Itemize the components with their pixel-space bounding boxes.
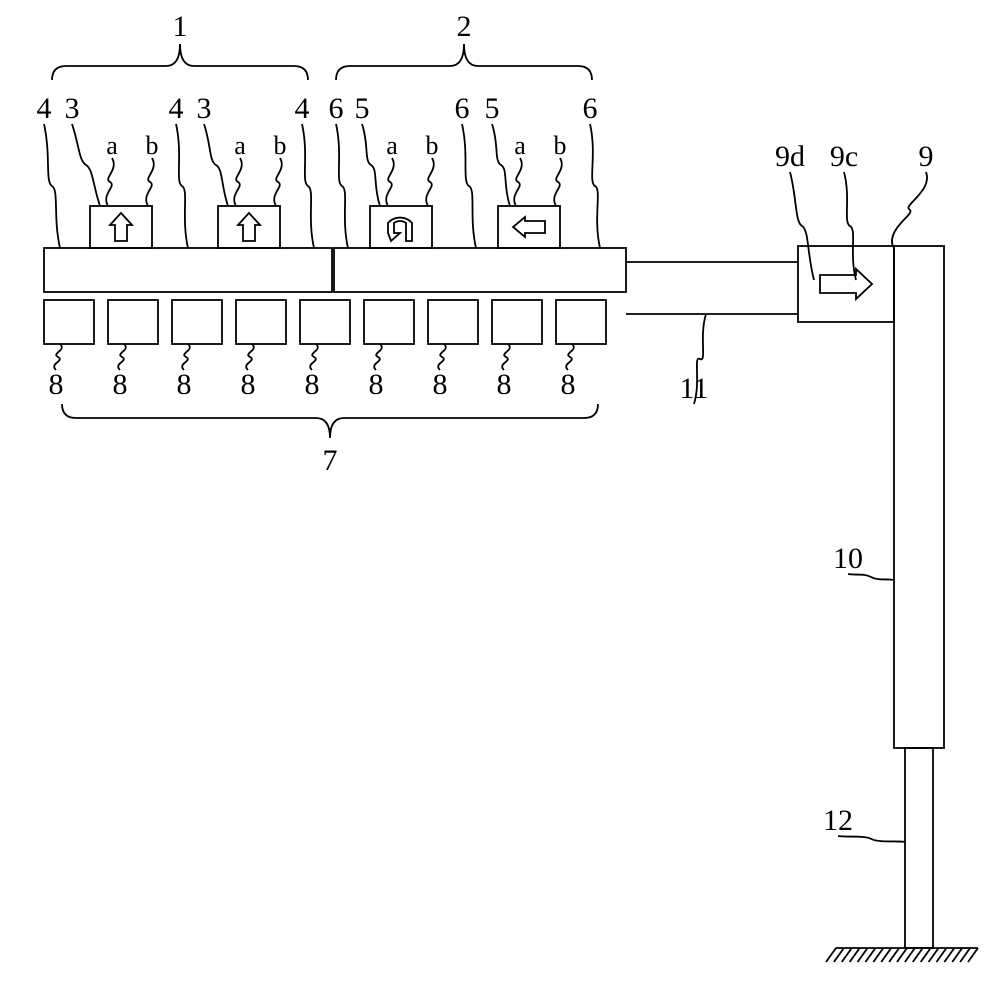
hbar-2 (334, 248, 626, 292)
ab-label-1: b (146, 131, 159, 206)
callout-4-2: 4 (169, 92, 189, 248)
svg-text:10: 10 (833, 542, 863, 575)
label-8-8: 8 (561, 344, 576, 401)
svg-text:8: 8 (369, 368, 384, 401)
svg-text:3: 3 (197, 92, 212, 125)
svg-text:a: a (514, 131, 526, 160)
svg-text:12: 12 (823, 804, 853, 837)
svg-text:b: b (554, 131, 567, 160)
bottom-box-7 (492, 300, 542, 344)
svg-text:4: 4 (37, 92, 52, 125)
svg-text:9d: 9d (775, 140, 805, 173)
ab-label-7: b (554, 131, 567, 206)
svg-text:a: a (106, 131, 118, 160)
bottom-box-6 (428, 300, 478, 344)
label-12: 12 (823, 804, 905, 842)
svg-text:8: 8 (561, 368, 576, 401)
svg-text:6: 6 (329, 92, 344, 125)
callout-3-3: 3 (197, 92, 229, 206)
bottom-box-1 (108, 300, 158, 344)
pole-lower (905, 748, 933, 948)
bottom-box-8 (556, 300, 606, 344)
svg-text:6: 6 (583, 92, 598, 125)
svg-text:a: a (386, 131, 398, 160)
svg-text:5: 5 (485, 92, 500, 125)
ab-label-6: a (514, 131, 526, 206)
label-9: 9 (892, 140, 934, 247)
svg-text:1: 1 (173, 10, 188, 43)
callout-5-6: 5 (355, 92, 381, 206)
label-8-1: 8 (113, 344, 128, 401)
svg-text:4: 4 (169, 92, 184, 125)
callout-6-7: 6 (455, 92, 477, 248)
ab-label-5: b (426, 131, 439, 206)
svg-text:11: 11 (680, 372, 709, 405)
ab-label-2: a (234, 131, 246, 206)
label-8-2: 8 (177, 344, 192, 401)
svg-text:4: 4 (295, 92, 310, 125)
svg-text:8: 8 (433, 368, 448, 401)
ab-label-0: a (106, 131, 118, 206)
label-8-5: 8 (369, 344, 384, 401)
svg-text:9: 9 (919, 140, 934, 173)
ab-label-4: a (386, 131, 398, 206)
label-11: 11 (680, 314, 709, 405)
callout-4-0: 4 (37, 92, 61, 248)
svg-text:7: 7 (323, 444, 338, 477)
label-9c: 9c (830, 140, 858, 280)
signal-box-1 (218, 206, 280, 248)
label-8-7: 8 (497, 344, 512, 401)
callout-4-4: 4 (295, 92, 315, 248)
signal-box-2 (370, 206, 432, 248)
svg-text:8: 8 (49, 368, 64, 401)
bottom-box-3 (236, 300, 286, 344)
bottom-box-0 (44, 300, 94, 344)
svg-text:b: b (146, 131, 159, 160)
box-9 (798, 246, 894, 322)
label-8-3: 8 (241, 344, 256, 401)
hbar-1 (44, 248, 332, 292)
label-9d: 9d (775, 140, 814, 280)
svg-text:5: 5 (355, 92, 370, 125)
svg-text:b: b (426, 131, 439, 160)
svg-text:8: 8 (305, 368, 320, 401)
svg-text:6: 6 (455, 92, 470, 125)
signal-box-3 (498, 206, 560, 248)
label-8-4: 8 (305, 344, 320, 401)
callout-5-8: 5 (485, 92, 511, 206)
callout-3-1: 3 (65, 92, 101, 206)
signal-box-0 (90, 206, 152, 248)
label-8-0: 8 (49, 344, 64, 401)
svg-text:9c: 9c (830, 140, 858, 173)
callout-6-9: 6 (583, 92, 601, 248)
svg-text:8: 8 (113, 368, 128, 401)
svg-text:a: a (234, 131, 246, 160)
pole-upper (894, 246, 944, 748)
svg-text:b: b (274, 131, 287, 160)
bottom-box-2 (172, 300, 222, 344)
callout-6-5: 6 (329, 92, 349, 248)
svg-text:3: 3 (65, 92, 80, 125)
label-8-6: 8 (433, 344, 448, 401)
svg-text:8: 8 (497, 368, 512, 401)
diagram-root: 1274343465656abababab8888888889d9c911101… (37, 10, 979, 962)
bottom-box-4 (300, 300, 350, 344)
ab-label-3: b (274, 131, 287, 206)
svg-text:8: 8 (177, 368, 192, 401)
bottom-box-5 (364, 300, 414, 344)
label-10: 10 (833, 542, 894, 580)
svg-text:2: 2 (457, 10, 472, 43)
svg-text:8: 8 (241, 368, 256, 401)
